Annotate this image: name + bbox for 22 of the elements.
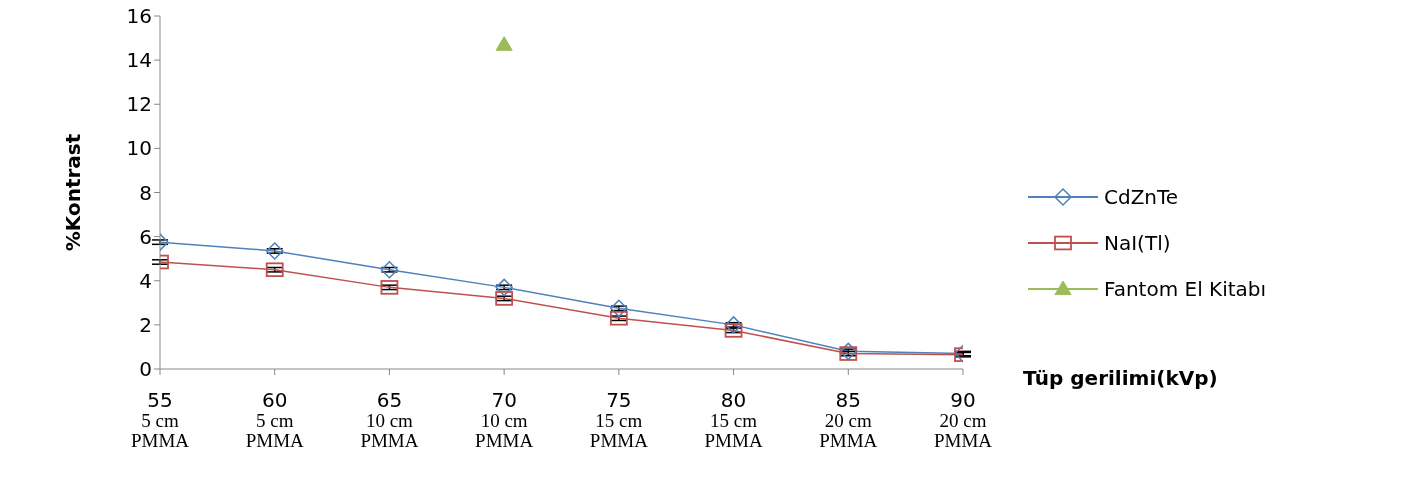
- y-tick-label: 2: [139, 312, 152, 337]
- x-tick-label: 60 5 cm PMMA: [245, 388, 305, 451]
- x-tick-label: 90 20 cm PMMA: [933, 388, 993, 451]
- legend-label: Fantom El Kitabı: [1104, 276, 1267, 303]
- y-tick-label: 4: [139, 268, 152, 293]
- x-tick-label: 80 15 cm PMMA: [704, 388, 763, 451]
- legend-label: CdZnTe: [1104, 184, 1179, 211]
- y-tick-label: 14: [126, 48, 152, 73]
- x-tick-label: 65 10 cm PMMA: [360, 388, 419, 451]
- x-axis-title: Tüp gerilimi(kVp): [1023, 366, 1218, 390]
- x-tick-label: 55 5 cm PMMA: [130, 388, 190, 451]
- legend-label: NaI(Tl): [1104, 230, 1171, 257]
- x-tick-label: 75 15 cm PMMA: [589, 388, 649, 451]
- y-tick-label: 0: [139, 357, 152, 382]
- x-tick-label: 70 10 cm PMMA: [475, 388, 534, 451]
- y-tick-label: 10: [126, 136, 152, 161]
- y-axis-title: %Kontrast: [61, 133, 85, 252]
- y-tick-label: 16: [126, 4, 152, 29]
- y-tick-label: 8: [139, 180, 152, 205]
- y-tick-label: 6: [139, 224, 152, 249]
- y-tick-label: 12: [126, 92, 152, 117]
- x-tick-label: 85 20 cm PMMA: [819, 388, 878, 451]
